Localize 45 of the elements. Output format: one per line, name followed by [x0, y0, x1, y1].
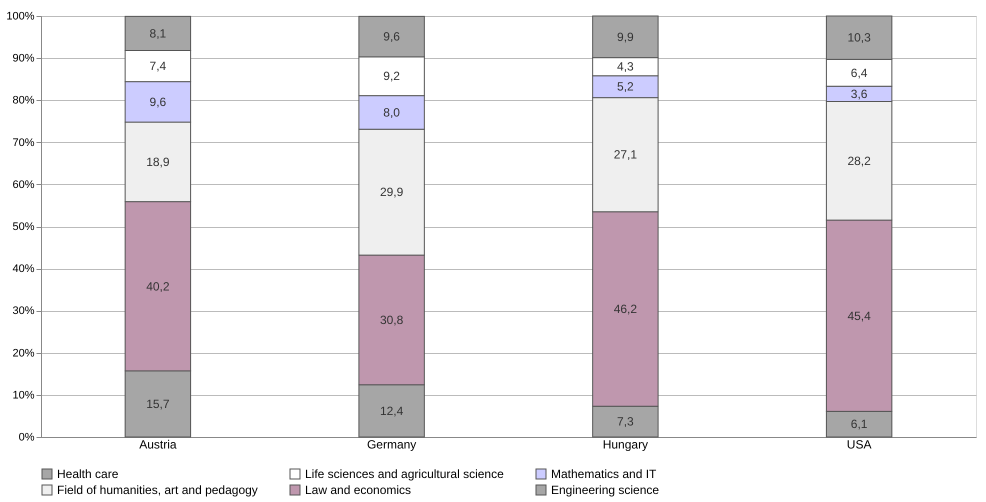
- data-label: 5,2: [617, 80, 634, 94]
- data-label: 7,3: [617, 414, 634, 429]
- data-label: 40,2: [146, 279, 170, 294]
- data-label: 45,4: [847, 308, 872, 323]
- x-tick-label: Hungary: [602, 438, 648, 452]
- data-label: 12,4: [380, 404, 404, 418]
- legend-label: Mathematics and IT: [551, 467, 658, 481]
- data-label: 3,6: [850, 86, 868, 101]
- y-tick-label: 60%: [12, 178, 35, 191]
- x-tick-label: Austria: [139, 438, 177, 452]
- data-label: 6,1: [850, 417, 868, 432]
- legend-label: Health care: [57, 467, 119, 481]
- data-label: 30,8: [380, 312, 404, 327]
- data-label: 6,4: [850, 66, 868, 80]
- y-tick-label: 50%: [12, 221, 35, 233]
- legend-label: Field of humanities, art and pedagogy: [57, 483, 258, 497]
- data-label: 9,6: [150, 94, 167, 109]
- data-label: 46,2: [614, 302, 638, 316]
- y-tick-label: 90%: [12, 52, 35, 65]
- data-label: 28,2: [847, 154, 872, 168]
- y-tick-label: 20%: [12, 347, 35, 360]
- data-label: 29,9: [380, 185, 404, 200]
- data-label: 27,1: [614, 148, 638, 162]
- y-tick-label: 40%: [12, 263, 35, 276]
- data-label: 8,1: [150, 26, 167, 40]
- data-label: 9,9: [617, 30, 634, 44]
- data-label: 8,0: [383, 105, 400, 120]
- legend-label: Life sciences and agricultural science: [305, 467, 504, 481]
- y-tick-label: 70%: [12, 136, 35, 149]
- y-tick-label: 10%: [12, 389, 35, 402]
- data-label: 18,9: [146, 154, 170, 169]
- data-label: 9,2: [383, 69, 400, 84]
- legend-label: Engineering science: [551, 483, 660, 497]
- y-tick-label: 30%: [12, 305, 35, 318]
- data-label: 4,3: [617, 60, 634, 74]
- y-tick-label: 100%: [6, 10, 35, 22]
- data-label: 15,7: [146, 396, 170, 411]
- y-tick-label: 0%: [18, 432, 35, 444]
- data-label: 9,6: [383, 30, 400, 44]
- data-label: 7,4: [150, 59, 167, 74]
- legend-label: Law and economics: [305, 483, 412, 497]
- x-tick-label: USA: [846, 438, 872, 452]
- x-tick-label: Germany: [366, 438, 416, 452]
- y-tick-label: 80%: [12, 94, 35, 107]
- data-label: 10,3: [847, 30, 872, 45]
